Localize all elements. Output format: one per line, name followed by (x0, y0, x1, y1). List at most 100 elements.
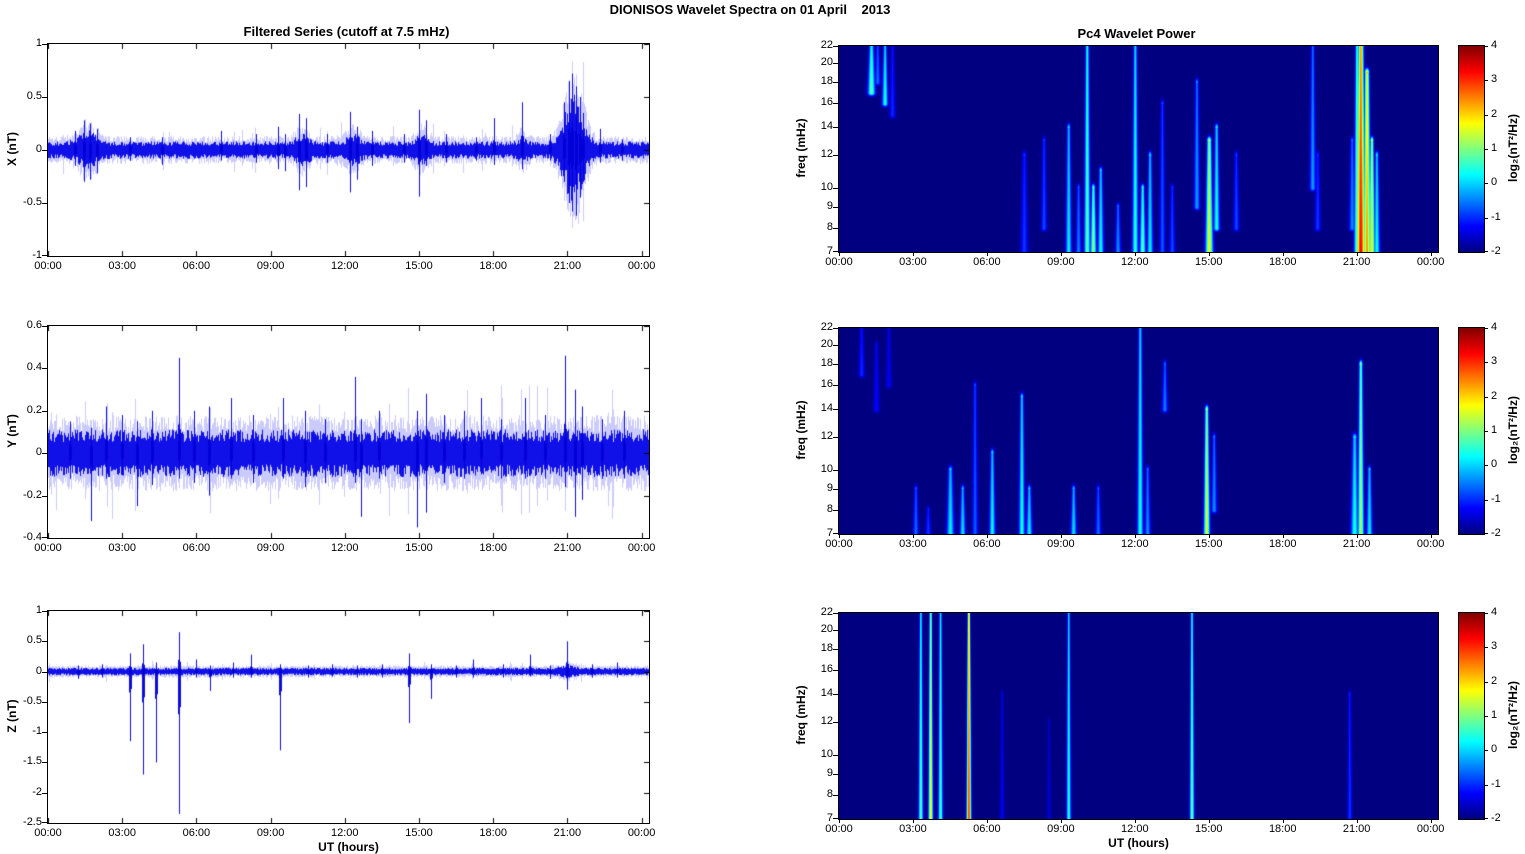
colorbar-tick-mark (1484, 533, 1488, 534)
x-tick-mark (1061, 252, 1062, 256)
y-tick-label: 0.5 (26, 634, 42, 647)
y-tick-label: 0.5 (26, 90, 42, 102)
y-tick-mark (42, 641, 47, 642)
y-tick-mark (42, 702, 47, 703)
x-tick-label: 12:00 (1121, 256, 1149, 268)
x-tick-mark (1135, 819, 1136, 823)
colorbar-z: log₂(nT²/Hz) 4 3 2 1 0 -1 -2 (1458, 606, 1520, 824)
x-tick-label: 15:00 (1194, 823, 1223, 835)
x-tick-label: 18:00 (479, 260, 507, 272)
colorbar-tick-mark (1484, 716, 1488, 717)
y-tick-mark (42, 732, 47, 733)
y-tick-label: -0.5 (23, 694, 42, 707)
y-tick-label: 1 (35, 37, 42, 49)
y-tick-mark (833, 630, 838, 631)
y-tick-mark (42, 150, 47, 151)
right-x-axis-label: UT (hours) (1108, 836, 1169, 850)
x-tick-label: 21:00 (553, 827, 582, 839)
colorbar-tick-label: 2 (1491, 674, 1498, 687)
colorbar-tick-label: 1 (1491, 142, 1498, 154)
x-tick-label: 21:00 (553, 260, 582, 272)
y-tick-mark (42, 44, 47, 45)
x-wavelet-spectrogram (839, 46, 1438, 252)
colorbar-tick-label: 0 (1491, 176, 1498, 189)
colorbar-tick-label: -1 (1491, 777, 1501, 790)
x-tick-label: 21:00 (1342, 538, 1371, 550)
x-tick-label: 21:00 (553, 542, 582, 554)
x-tick-label: 00:00 (1416, 256, 1445, 268)
y-tick-label: -2 (32, 785, 42, 798)
freq-tick-label: 9 (826, 481, 833, 494)
colorbar-tick-mark (1484, 465, 1488, 466)
figure-title: DIONISOS Wavelet Spectra on 01 April 201… (609, 2, 891, 17)
colorbar-tick-mark (1484, 328, 1488, 329)
y-tick-mark (833, 818, 838, 819)
x-tick-label: 12:00 (331, 542, 359, 554)
colorbar-tick-label: 3 (1491, 640, 1498, 653)
x-tick-label: 00:00 (825, 538, 853, 550)
x-tick-label: 00:00 (627, 827, 656, 839)
colorbar-tick-mark (1484, 785, 1488, 786)
y-series-plot (48, 326, 649, 538)
x-tick-label: 15:00 (405, 260, 433, 272)
colorbar-tick-mark (1484, 682, 1488, 683)
x-tick-mark (1061, 534, 1062, 538)
y-tick-mark (42, 368, 47, 369)
x-tick-label: 03:00 (108, 827, 136, 839)
colorbar-tick-label: -2 (1491, 245, 1501, 257)
freq-tick-label: 22 (820, 39, 833, 51)
colorbar-z-gradient (1459, 613, 1484, 819)
freq-tick-label: 12 (820, 148, 833, 161)
colorbar-tick-mark (1484, 431, 1488, 432)
y-tick-mark (833, 437, 838, 438)
y-tick-mark (833, 489, 838, 490)
y-tick-mark (42, 611, 47, 612)
freq-tick-label: 18 (820, 357, 833, 370)
freq-tick-label: 20 (820, 56, 833, 69)
y-tick-mark (42, 793, 47, 794)
colorbar-y-gradient (1459, 328, 1484, 534)
x-tick-label: 03:00 (899, 256, 927, 268)
x-tick-label: 00:00 (34, 260, 62, 272)
x-tick-mark (1357, 819, 1358, 823)
x-tick-mark (1283, 534, 1284, 538)
freq-tick-label: 16 (820, 96, 833, 109)
x-tick-mark (1431, 252, 1432, 256)
y-tick-mark (833, 328, 838, 329)
y-tick-mark (833, 251, 838, 252)
colorbar-tick-mark (1484, 218, 1488, 219)
y-tick-mark (42, 453, 47, 454)
colorbar-tick-label: 2 (1491, 107, 1498, 120)
y-tick-mark (833, 470, 838, 471)
x-tick-label: 06:00 (182, 542, 211, 554)
colorbar-tick-label: 0 (1491, 458, 1498, 471)
x-tick-label: 21:00 (1342, 823, 1371, 835)
freq-tick-label: 12 (820, 430, 833, 443)
x-tick-mark (987, 252, 988, 256)
x-tick-label: 09:00 (256, 827, 285, 839)
x-tick-label: 00:00 (34, 542, 62, 554)
y-wavelet-spectrogram-panel: freq (mHz) 22 20 18 16 14 12 10 9 8 7 00:00 03:00 06… (794, 321, 1444, 550)
freq-tick-label: 7 (826, 245, 833, 257)
x-series-plot (48, 44, 649, 256)
y-tick-label: -0.4 (23, 531, 42, 543)
freq-tick-label: 20 (820, 338, 833, 351)
x-tick-mark (913, 819, 914, 823)
x-tick-label: 03:00 (108, 542, 136, 554)
colorbar-tick-mark (1484, 46, 1488, 47)
colorbar-tick-mark (1484, 397, 1488, 398)
x-tick-label: 09:00 (1047, 823, 1075, 835)
freq-tick-label: 9 (826, 199, 833, 212)
y-tick-mark (42, 672, 47, 673)
x-tick-mark (1135, 534, 1136, 538)
z-wavelet-spectrogram (839, 613, 1438, 819)
freq-tick-label: 22 (820, 606, 833, 618)
freq-tick-label: 16 (820, 378, 833, 391)
y-tick-mark (833, 613, 838, 614)
y-tick-mark (833, 533, 838, 534)
y-tick-label: -2.5 (23, 816, 42, 828)
y-tick-mark (42, 411, 47, 412)
x-tick-mark (1357, 252, 1358, 256)
colorbar-tick-label: -1 (1491, 492, 1501, 505)
freq-tick-label: 14 (820, 687, 833, 700)
